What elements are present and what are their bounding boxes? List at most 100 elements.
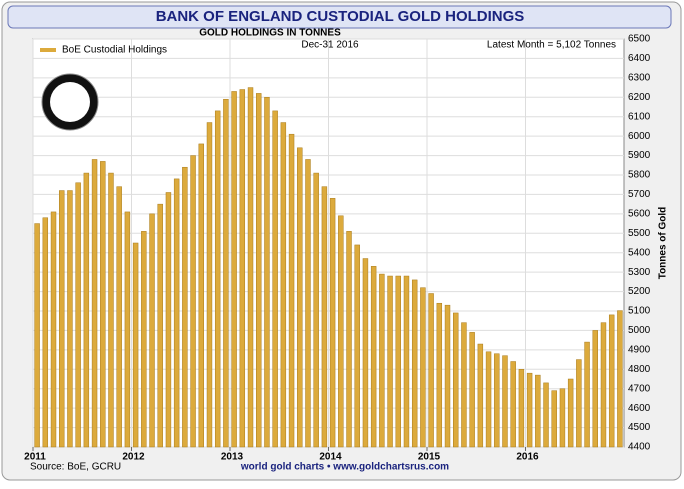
bar bbox=[157, 203, 163, 448]
bar bbox=[428, 293, 434, 448]
bar bbox=[264, 97, 270, 448]
y-tick-label: 4900 bbox=[628, 344, 651, 355]
bar bbox=[141, 231, 147, 448]
footer: world gold charts • www.goldchartsrus.co… bbox=[240, 462, 449, 473]
y-tick-label: 5800 bbox=[628, 170, 651, 181]
title-bar bbox=[7, 5, 672, 29]
bar bbox=[42, 217, 49, 448]
y-tick-label: 5300 bbox=[628, 267, 651, 278]
bar bbox=[379, 273, 385, 448]
bar bbox=[461, 322, 467, 448]
bar bbox=[272, 110, 278, 448]
bar bbox=[346, 231, 352, 448]
y-tick-label: 6500 bbox=[628, 34, 651, 45]
x-tick-label: 2012 bbox=[122, 452, 145, 463]
bar bbox=[403, 275, 410, 448]
x-tick-label: 2011 bbox=[24, 452, 46, 463]
bar bbox=[592, 330, 598, 448]
bar bbox=[280, 122, 287, 448]
bar bbox=[535, 374, 541, 448]
bar bbox=[297, 147, 303, 448]
bar bbox=[67, 190, 73, 448]
bar bbox=[395, 275, 401, 448]
bar bbox=[518, 369, 525, 448]
bar bbox=[510, 361, 516, 448]
bar bbox=[149, 213, 155, 448]
bar bbox=[190, 155, 196, 448]
bar bbox=[600, 322, 607, 448]
bar bbox=[91, 159, 98, 448]
bar bbox=[485, 351, 492, 448]
bar bbox=[477, 343, 484, 448]
legend-label: BoE Custodial Holdings bbox=[62, 45, 167, 56]
bar bbox=[34, 223, 40, 448]
bar bbox=[214, 110, 221, 448]
y-tick-label: 6400 bbox=[628, 53, 651, 64]
bar bbox=[584, 341, 590, 448]
bar bbox=[469, 332, 475, 448]
y-axis-label: Tonnes of Gold bbox=[658, 207, 669, 280]
y-tick-label: 4400 bbox=[628, 442, 651, 453]
bar bbox=[50, 211, 57, 448]
bar bbox=[411, 279, 418, 448]
bar bbox=[305, 159, 311, 448]
latest-label: Latest Month = 5,102 Tonnes bbox=[487, 40, 616, 51]
bar bbox=[59, 190, 65, 448]
bar bbox=[543, 382, 549, 448]
y-tick-label: 5700 bbox=[628, 189, 651, 200]
bar bbox=[576, 359, 582, 448]
bar bbox=[75, 182, 81, 448]
bar bbox=[494, 353, 500, 448]
bar bbox=[444, 304, 451, 448]
bar bbox=[567, 378, 574, 448]
bar bbox=[329, 198, 336, 448]
x-tick-label: 2015 bbox=[418, 452, 441, 463]
bar bbox=[83, 172, 90, 448]
bar bbox=[173, 178, 180, 448]
bar bbox=[313, 172, 319, 448]
y-tick-label: 4600 bbox=[628, 403, 651, 414]
chart-title: BANK OF ENGLAND CUSTODIAL GOLD HOLDINGS bbox=[156, 8, 525, 25]
x-tick-label: 2016 bbox=[516, 452, 539, 463]
bar bbox=[526, 372, 533, 448]
bar bbox=[354, 244, 360, 448]
bar bbox=[362, 258, 369, 448]
bar bbox=[617, 310, 623, 448]
bar bbox=[100, 161, 106, 448]
bar bbox=[502, 355, 508, 448]
bar bbox=[288, 133, 295, 448]
y-tick-label: 4700 bbox=[628, 383, 651, 394]
bar bbox=[338, 215, 344, 448]
bar bbox=[198, 143, 204, 448]
bar bbox=[387, 275, 393, 448]
bar bbox=[608, 314, 615, 448]
bar bbox=[551, 390, 557, 448]
bar bbox=[182, 166, 188, 448]
y-tick-label: 5000 bbox=[628, 325, 651, 336]
y-tick-label: 6200 bbox=[628, 92, 651, 103]
bar bbox=[132, 242, 139, 448]
y-tick-label: 5500 bbox=[628, 228, 651, 239]
bar bbox=[116, 186, 122, 448]
bar bbox=[124, 211, 131, 448]
y-tick-label: 5200 bbox=[628, 286, 651, 297]
bar bbox=[559, 388, 566, 448]
y-tick-label: 6100 bbox=[628, 111, 651, 122]
bar bbox=[420, 287, 426, 448]
bar bbox=[247, 87, 254, 448]
bar bbox=[436, 302, 443, 448]
x-tick-label: 2013 bbox=[221, 452, 244, 463]
bar bbox=[108, 172, 114, 448]
bar bbox=[231, 91, 237, 448]
y-tick-label: 6300 bbox=[628, 72, 651, 83]
logo-inner bbox=[50, 82, 90, 122]
legend-swatch bbox=[40, 48, 56, 52]
y-tick-label: 5100 bbox=[628, 306, 651, 317]
bar bbox=[370, 266, 377, 448]
bar bbox=[165, 192, 172, 448]
y-tick-label: 5400 bbox=[628, 247, 651, 258]
chart-subtitle: GOLD HOLDINGS IN TONNES bbox=[199, 28, 341, 39]
bar bbox=[321, 186, 328, 448]
y-tick-label: 5600 bbox=[628, 208, 651, 219]
